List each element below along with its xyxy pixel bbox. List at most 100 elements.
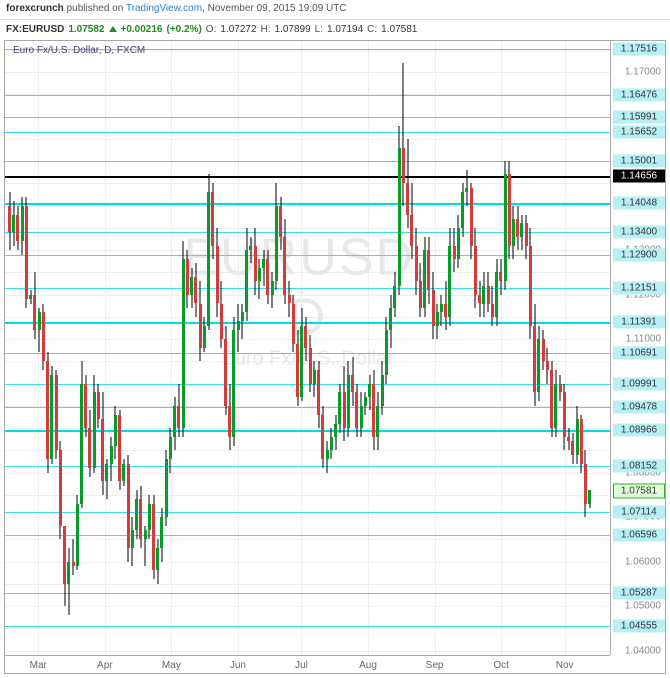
candle xyxy=(343,41,346,655)
h-line[interactable] xyxy=(5,466,610,467)
candle xyxy=(211,41,214,655)
candle xyxy=(283,41,286,655)
candle xyxy=(444,41,447,655)
h-line[interactable] xyxy=(5,593,610,594)
candle xyxy=(131,41,134,655)
last-price: 1.07582 xyxy=(68,24,104,35)
h-line[interactable] xyxy=(5,535,610,536)
candle xyxy=(50,41,53,655)
candle xyxy=(55,41,58,655)
price-tag: 1.13400 xyxy=(613,226,665,239)
candle xyxy=(453,41,456,655)
h-line[interactable] xyxy=(5,512,610,513)
candle xyxy=(423,41,426,655)
candle xyxy=(207,41,210,655)
h-line[interactable] xyxy=(5,132,610,133)
h-line[interactable] xyxy=(5,203,610,205)
candle xyxy=(372,41,375,655)
plot-area[interactable]: EURUSD, D Euro Fx/U.S. Dollar xyxy=(5,41,610,655)
h-line[interactable] xyxy=(5,232,610,233)
candle xyxy=(110,41,113,655)
candle xyxy=(262,41,265,655)
candle xyxy=(93,41,96,655)
ohlc-row: FX:EURUSD 1.07582 +0.00216 (+0.2%) O:1.0… xyxy=(0,20,670,38)
h-line[interactable] xyxy=(5,161,610,162)
price-tag: 1.06596 xyxy=(613,529,665,542)
h-line[interactable] xyxy=(5,353,610,354)
candle xyxy=(309,41,312,655)
candle xyxy=(88,41,91,655)
published-on-label: published on xyxy=(67,3,124,14)
site-link[interactable]: TradingView.com xyxy=(126,3,202,14)
candle xyxy=(29,41,32,655)
h-line[interactable] xyxy=(5,255,610,256)
h-line[interactable] xyxy=(5,384,610,385)
candle xyxy=(220,41,223,655)
y-gridline xyxy=(5,183,610,184)
candle xyxy=(135,41,138,655)
price-tag: 1.08152 xyxy=(613,459,665,472)
x-axis[interactable]: MarAprMayJunJulAugSepOctNov xyxy=(5,655,610,673)
h-line[interactable] xyxy=(5,95,610,96)
author: forexcrunch xyxy=(6,3,64,14)
x-tick-label: Nov xyxy=(556,660,574,671)
candle xyxy=(254,41,257,655)
candle xyxy=(224,41,227,655)
h-line[interactable] xyxy=(5,626,610,627)
candle xyxy=(216,41,219,655)
candle xyxy=(313,41,316,655)
h-line[interactable] xyxy=(5,430,610,432)
candle xyxy=(529,41,532,655)
h-label: H: xyxy=(261,24,271,35)
candle xyxy=(63,41,66,655)
candle xyxy=(385,41,388,655)
price-tag: 1.11391 xyxy=(613,315,665,328)
candle xyxy=(410,41,413,655)
candle xyxy=(321,41,324,655)
candle xyxy=(542,41,545,655)
y-gridline xyxy=(5,139,610,140)
h-line[interactable] xyxy=(5,176,610,178)
candle xyxy=(415,41,418,655)
candle xyxy=(97,41,100,655)
candle xyxy=(576,41,579,655)
candle xyxy=(571,41,574,655)
candle xyxy=(139,41,142,655)
candle xyxy=(376,41,379,655)
candle xyxy=(228,41,231,655)
price-tag: 1.10691 xyxy=(613,346,665,359)
h-line[interactable] xyxy=(5,288,610,289)
candle xyxy=(12,41,15,655)
candle xyxy=(338,41,341,655)
y-gridline xyxy=(5,473,610,474)
chart-frame: Euro Fx/U.S. Dollar, D, FXCM EURUSD, D E… xyxy=(4,40,666,674)
candle xyxy=(258,41,261,655)
x-tick-label: Oct xyxy=(493,660,509,671)
candle xyxy=(491,41,494,655)
c-label: C: xyxy=(367,24,377,35)
h-line[interactable] xyxy=(5,407,610,408)
y-axis[interactable]: 1.040001.050001.060001.070001.080001.090… xyxy=(610,41,665,655)
h-line[interactable] xyxy=(5,117,610,118)
candle xyxy=(203,41,206,655)
candle xyxy=(127,41,130,655)
candle xyxy=(419,41,422,655)
candle xyxy=(237,41,240,655)
publish-header: forexcrunch published on TradingView.com… xyxy=(0,0,670,20)
price-tag: 1.05287 xyxy=(613,587,665,600)
candle xyxy=(465,41,468,655)
y-tick-label: 1.05000 xyxy=(625,601,661,612)
candle xyxy=(25,41,28,655)
y-gridline xyxy=(5,606,610,607)
y-gridline xyxy=(5,450,610,451)
candle xyxy=(275,41,278,655)
candle xyxy=(241,41,244,655)
candle xyxy=(478,41,481,655)
y-gridline xyxy=(5,228,610,229)
price-tag: 1.09991 xyxy=(613,377,665,390)
price-tag: 1.16476 xyxy=(613,89,665,102)
h-line[interactable] xyxy=(5,322,610,324)
candle xyxy=(588,41,591,655)
candle xyxy=(84,41,87,655)
candle xyxy=(554,41,557,655)
